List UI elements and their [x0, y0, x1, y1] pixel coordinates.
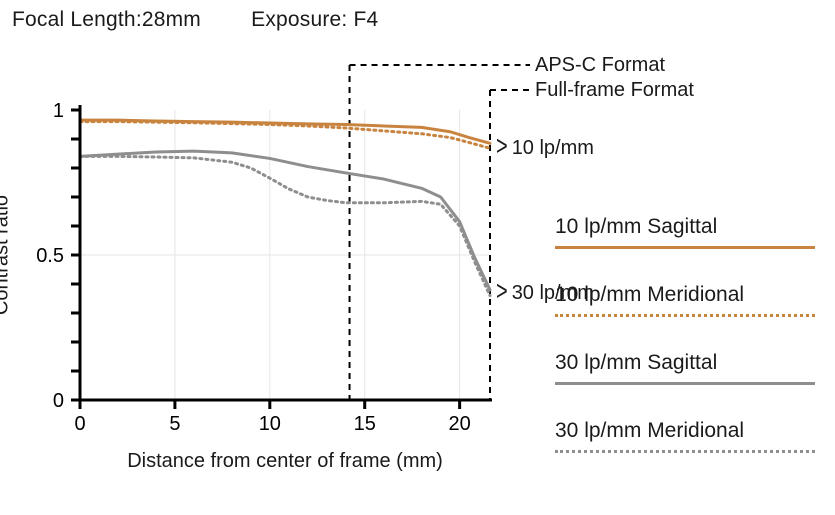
annotation-text: 30 lp/mm — [512, 282, 594, 304]
apsc-format-label: APS-C Format — [535, 54, 665, 77]
x-tick-label: 20 — [449, 413, 471, 435]
legend: 10 lp/mm Sagittal 10 lp/mm Meridional 30 l… — [555, 215, 825, 487]
x-tick-label: 5 — [169, 413, 180, 435]
legend-swatch — [555, 382, 815, 385]
legend-label: 10 lp/mm Meridional — [555, 283, 825, 307]
legend-label: 10 lp/mm Sagittal — [555, 215, 825, 239]
chevron-right-icon: > — [496, 131, 508, 163]
focal-length-label: Focal Length: — [12, 8, 142, 31]
fullframe-format-label: Full-frame Format — [535, 79, 694, 102]
x-tick-label: 0 — [74, 413, 85, 435]
chevron-right-icon: > — [496, 276, 508, 308]
legend-label: 30 lp/mm Sagittal — [555, 351, 825, 375]
mtf-chart: 00.5105101520 Contrast ratioDistance fro… — [10, 55, 530, 460]
exposure-label: Exposure: — [251, 8, 347, 31]
annotation-text: 10 lp/mm — [512, 137, 594, 159]
thirty-lpmm-annotation: >30 lp/mm — [496, 282, 594, 305]
y-axis-label: Contrast ratio — [0, 195, 14, 315]
legend-item: 30 lp/mm Meridional — [555, 419, 825, 453]
chart-svg: 00.5105101520 — [10, 55, 530, 460]
legend-swatch — [555, 450, 815, 453]
legend-item: 10 lp/mm Meridional — [555, 283, 825, 317]
ten-lpmm-annotation: >10 lp/mm — [496, 137, 594, 160]
legend-label: 30 lp/mm Meridional — [555, 419, 825, 443]
x-axis-label: Distance from center of frame (mm) — [80, 450, 490, 473]
legend-item: 10 lp/mm Sagittal — [555, 215, 825, 249]
y-tick-label: 0.5 — [36, 245, 64, 267]
legend-item: 30 lp/mm Sagittal — [555, 351, 825, 385]
y-tick-label: 0 — [53, 390, 64, 412]
legend-swatch — [555, 314, 815, 317]
exposure-value: F4 — [354, 8, 379, 31]
x-tick-label: 10 — [259, 413, 281, 435]
y-tick-label: 1 — [53, 100, 64, 122]
legend-swatch — [555, 246, 815, 249]
chart-header: Focal Length:28mm Exposure: F4 — [12, 8, 378, 32]
focal-length-value: 28mm — [142, 8, 201, 31]
x-tick-label: 15 — [354, 413, 376, 435]
